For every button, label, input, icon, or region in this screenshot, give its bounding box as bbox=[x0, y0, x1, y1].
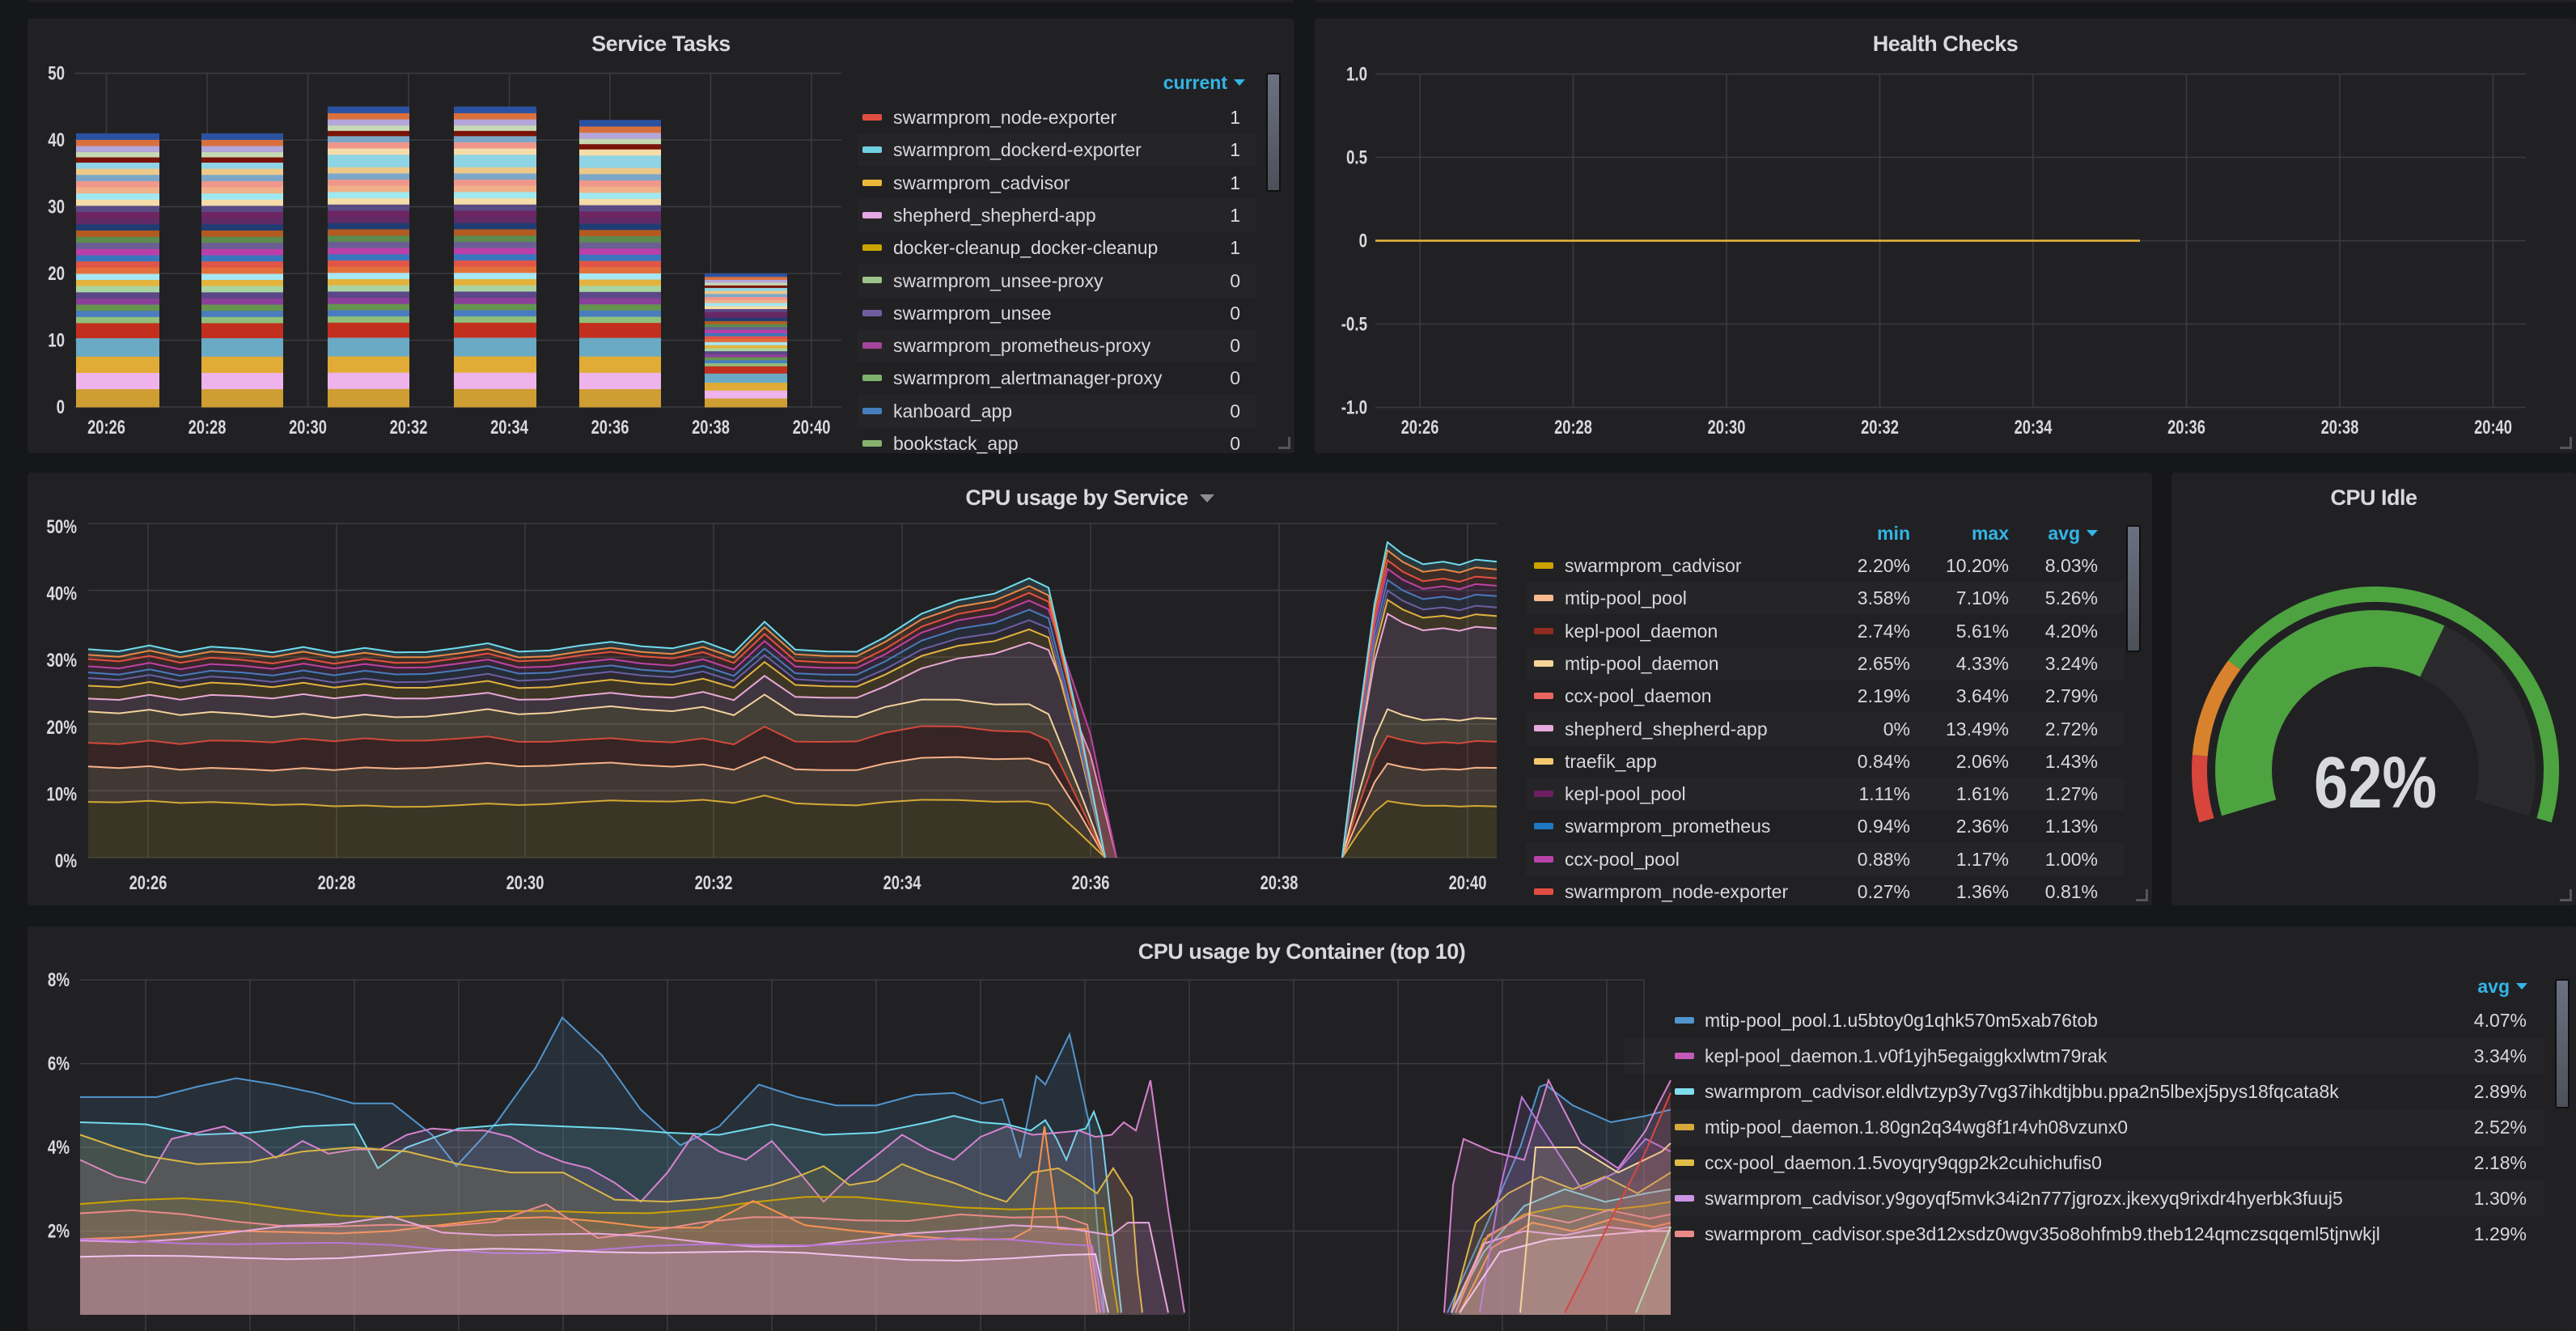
svg-text:20:40: 20:40 bbox=[1449, 872, 1487, 894]
svg-text:20:38: 20:38 bbox=[1260, 872, 1299, 894]
svg-text:20:28: 20:28 bbox=[1554, 417, 1592, 439]
svg-text:20:36: 20:36 bbox=[591, 417, 629, 439]
svg-text:20:32: 20:32 bbox=[695, 872, 733, 894]
svg-text:20:34: 20:34 bbox=[883, 872, 922, 894]
svg-text:1.0: 1.0 bbox=[1346, 64, 1367, 86]
svg-text:20:30: 20:30 bbox=[1708, 417, 1746, 439]
svg-text:30%: 30% bbox=[47, 650, 78, 672]
svg-text:20:32: 20:32 bbox=[390, 417, 428, 439]
svg-text:20:30: 20:30 bbox=[506, 872, 544, 894]
svg-text:6%: 6% bbox=[48, 1053, 70, 1075]
svg-text:4%: 4% bbox=[48, 1137, 70, 1159]
svg-text:0%: 0% bbox=[55, 850, 77, 872]
svg-text:8%: 8% bbox=[48, 969, 70, 991]
svg-text:20:40: 20:40 bbox=[793, 417, 831, 439]
svg-text:20:34: 20:34 bbox=[490, 417, 528, 439]
svg-text:20:26: 20:26 bbox=[1401, 417, 1439, 439]
svg-text:20:28: 20:28 bbox=[189, 417, 227, 439]
svg-text:20%: 20% bbox=[47, 717, 78, 739]
svg-text:20:26: 20:26 bbox=[129, 872, 167, 894]
svg-text:50: 50 bbox=[48, 63, 65, 85]
svg-text:50%: 50% bbox=[47, 516, 78, 538]
svg-text:40: 40 bbox=[48, 129, 65, 151]
svg-text:20:26: 20:26 bbox=[87, 417, 125, 439]
svg-text:20:36: 20:36 bbox=[2167, 417, 2205, 439]
svg-text:2%: 2% bbox=[48, 1221, 70, 1243]
svg-text:20:34: 20:34 bbox=[2015, 417, 2053, 439]
svg-text:20:28: 20:28 bbox=[318, 872, 356, 894]
svg-text:20: 20 bbox=[48, 263, 65, 285]
svg-text:20:30: 20:30 bbox=[289, 417, 327, 439]
svg-text:20:36: 20:36 bbox=[1072, 872, 1110, 894]
svg-text:30: 30 bbox=[48, 197, 65, 218]
svg-text:62%: 62% bbox=[2314, 743, 2437, 824]
svg-text:0.5: 0.5 bbox=[1346, 147, 1367, 169]
svg-text:10%: 10% bbox=[47, 783, 78, 805]
svg-text:40%: 40% bbox=[47, 583, 78, 605]
svg-text:20:40: 20:40 bbox=[2474, 417, 2512, 439]
svg-text:20:38: 20:38 bbox=[692, 417, 730, 439]
svg-text:-1.0: -1.0 bbox=[1341, 397, 1367, 419]
svg-text:0: 0 bbox=[1359, 231, 1367, 252]
svg-text:-0.5: -0.5 bbox=[1341, 314, 1367, 336]
svg-text:10: 10 bbox=[48, 330, 65, 352]
svg-text:0: 0 bbox=[57, 396, 65, 418]
svg-text:20:32: 20:32 bbox=[1861, 417, 1899, 439]
svg-text:20:38: 20:38 bbox=[2321, 417, 2359, 439]
